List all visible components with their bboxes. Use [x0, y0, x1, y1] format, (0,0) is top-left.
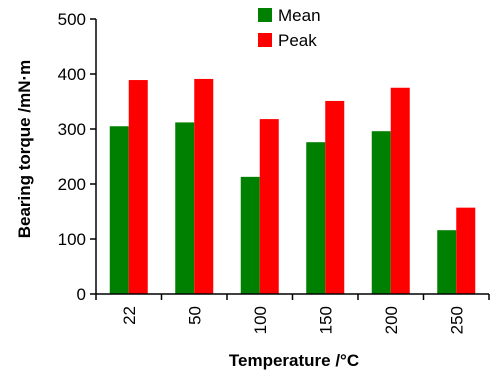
x-tick-label-50: 50: [185, 306, 204, 325]
y-axis-title: Bearing torque /mN·m: [15, 60, 34, 239]
y-tick-label-1: 100: [58, 230, 86, 249]
bar-mean-100: [240, 176, 260, 294]
y-tick-label-4: 400: [58, 65, 86, 84]
y-ticks-group: 0 100 200 300 400 500: [58, 10, 96, 304]
y-tick-label-5: 500: [58, 10, 86, 29]
axes-group: [95, 19, 489, 295]
bar-peak-150: [325, 100, 345, 294]
legend-label-peak: Peak: [278, 31, 317, 50]
x-axis-title: Temperature /°C: [229, 351, 359, 370]
bar-peak-22: [128, 80, 148, 294]
legend-swatch-mean: [258, 8, 272, 22]
y-tick-label-3: 300: [58, 120, 86, 139]
x-tick-label-100: 100: [251, 306, 270, 334]
bars-group: [109, 78, 476, 295]
bar-mean-50: [175, 122, 195, 295]
legend-label-mean: Mean: [278, 6, 321, 25]
x-tick-label-250: 250: [447, 306, 466, 334]
bar-peak-50: [194, 78, 214, 294]
x-tick-label-200: 200: [382, 306, 401, 334]
legend: Mean Peak: [258, 6, 321, 50]
x-tick-label-150: 150: [316, 306, 335, 334]
bar-peak-100: [259, 119, 279, 294]
y-tick-label-2: 200: [58, 175, 86, 194]
legend-swatch-peak: [258, 33, 272, 47]
bar-peak-250: [456, 207, 476, 294]
bar-peak-200: [390, 87, 410, 294]
y-tick-label-0: 0: [77, 285, 86, 304]
x-tick-label-22: 22: [120, 306, 139, 325]
bar-mean-22: [109, 126, 129, 294]
bar-mean-250: [437, 230, 457, 294]
bar-mean-200: [371, 131, 391, 294]
bar-mean-150: [306, 142, 326, 294]
x-ticks-group: 22 50 100 150 200 250: [95, 294, 490, 334]
